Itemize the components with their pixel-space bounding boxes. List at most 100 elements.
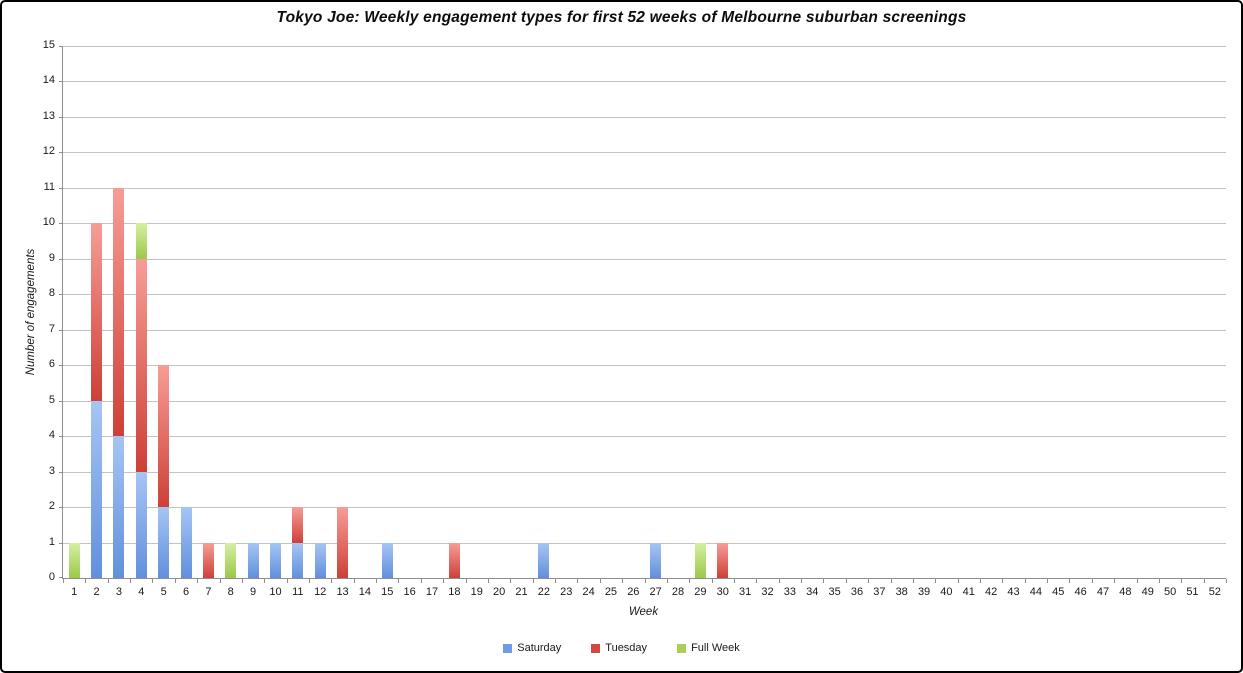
- x-axis-tick: [868, 579, 870, 583]
- x-tick-label: 22: [537, 586, 550, 598]
- bar-segment-tuesday: [113, 187, 125, 437]
- x-axis-tick: [376, 579, 378, 583]
- x-axis-tick: [487, 579, 489, 583]
- x-axis-tick: [219, 579, 221, 583]
- y-tick-label: 9: [48, 251, 55, 264]
- x-tick-label: 12: [314, 586, 327, 598]
- y-axis-tick: [59, 81, 63, 83]
- x-axis-tick: [331, 579, 333, 583]
- bar-segment-tuesday: [448, 542, 460, 578]
- legend-swatch-saturday: [503, 643, 513, 653]
- x-tick-label: 52: [1208, 586, 1221, 598]
- x-axis-label: Week: [628, 606, 659, 618]
- gridline: [63, 542, 1226, 544]
- bar-segment-tuesday: [135, 258, 147, 472]
- x-tick-label: 24: [582, 586, 595, 598]
- x-axis-tick: [241, 579, 243, 583]
- x-tick-labels: 1 2 3 4 5 6 7 8 9 10 11 12 13 14 15 16 17 18 19 20 21 22 23 24 2…: [63, 578, 1226, 598]
- x-axis-tick: [823, 579, 825, 583]
- y-axis-tick: [59, 507, 63, 509]
- legend-label: Full Week: [691, 642, 740, 654]
- x-tick-label: 28: [671, 586, 685, 598]
- x-tick-label: 42: [985, 586, 998, 598]
- legend-swatch-tuesday: [591, 643, 601, 653]
- gridline: [63, 294, 1226, 296]
- x-tick-label: 36: [850, 586, 864, 598]
- x-axis-tick: [353, 579, 355, 583]
- x-axis-tick: [197, 579, 199, 583]
- x-tick-label: 46: [1074, 586, 1087, 598]
- legend-label: Tuesday: [605, 642, 648, 654]
- y-axis-tick: [59, 46, 63, 47]
- bar-segment-saturday: [538, 542, 550, 578]
- x-axis-tick: [622, 579, 624, 583]
- x-tick-label: 25: [604, 586, 618, 598]
- y-axis-tick: [59, 152, 63, 154]
- bar-segment-saturday: [269, 542, 281, 578]
- bar-segment-full-week: [68, 542, 80, 578]
- x-axis-tick: [1226, 579, 1227, 583]
- x-tick-label: 18: [448, 586, 461, 598]
- x-axis-tick: [845, 579, 847, 583]
- legend-item-full-week: Full Week: [677, 642, 740, 654]
- x-tick-label: 43: [1007, 586, 1020, 598]
- x-tick-label: 7: [205, 586, 212, 598]
- x-axis-tick: [1002, 579, 1004, 583]
- y-tick-label: 4: [48, 429, 55, 442]
- gridline: [63, 329, 1226, 331]
- x-axis-tick: [510, 579, 512, 583]
- x-tick-label: 11: [292, 586, 304, 598]
- y-tick-label: 12: [42, 145, 55, 158]
- x-axis-tick: [398, 579, 400, 583]
- y-axis-tick: [59, 116, 63, 118]
- x-tick-label: 44: [1029, 586, 1043, 598]
- x-axis-tick: [756, 579, 758, 583]
- x-axis-tick: [130, 579, 132, 583]
- x-tick-label: 45: [1052, 586, 1065, 598]
- x-axis-tick: [689, 579, 691, 583]
- bar-segment-tuesday: [292, 507, 304, 543]
- x-axis-tick: [309, 579, 311, 583]
- y-axis-tick: [59, 294, 63, 296]
- x-axis-tick: [890, 579, 892, 583]
- y-tick-label: 7: [48, 322, 55, 335]
- gridline: [63, 81, 1226, 83]
- x-axis-tick: [1114, 579, 1116, 583]
- x-axis-tick: [443, 579, 445, 583]
- x-axis-tick: [152, 579, 154, 583]
- x-tick-label: 41: [962, 586, 975, 598]
- bar-segment-tuesday: [202, 542, 214, 578]
- x-tick-label: 27: [649, 586, 662, 598]
- x-tick-label: 23: [560, 586, 573, 598]
- x-tick-label: 6: [182, 586, 190, 598]
- x-tick-label: 49: [1141, 586, 1154, 598]
- x-axis-tick: [465, 579, 467, 583]
- x-axis-tick: [532, 579, 534, 583]
- x-tick-label: 8: [227, 586, 234, 598]
- x-axis-tick: [555, 579, 557, 583]
- gridline: [63, 187, 1226, 189]
- x-tick-label: 2: [93, 586, 100, 598]
- x-axis-tick: [1091, 579, 1093, 583]
- gridline: [63, 152, 1226, 154]
- legend-swatch-full-week: [677, 643, 687, 653]
- x-tick-label: 9: [250, 586, 257, 598]
- y-axis-tick: [59, 542, 63, 544]
- bar-segment-full-week: [694, 542, 706, 578]
- x-tick-label: 37: [873, 586, 886, 598]
- x-tick-label: 40: [940, 586, 953, 598]
- x-tick-label: 50: [1163, 586, 1177, 598]
- x-tick-label: 16: [403, 586, 416, 598]
- bar-segment-saturday: [113, 436, 125, 578]
- bar-segment-saturday: [381, 542, 393, 578]
- plot-area: 0 1 2 3 4 5 6 7 8 9 10 11 12 13 14 15 1 2 3 4 5 6 7 8 9 10 11 12 13 1…: [43, 39, 1227, 598]
- x-tick-label: 21: [515, 586, 528, 598]
- x-tick-label: 39: [917, 586, 931, 598]
- x-axis-tick: [979, 579, 981, 583]
- x-axis-tick: [1024, 579, 1026, 583]
- bar-segment-full-week: [135, 223, 147, 259]
- bar-segment-saturday: [135, 471, 147, 578]
- x-axis-tick: [733, 579, 735, 583]
- x-tick-label: 4: [138, 586, 145, 598]
- gridline: [63, 258, 1226, 260]
